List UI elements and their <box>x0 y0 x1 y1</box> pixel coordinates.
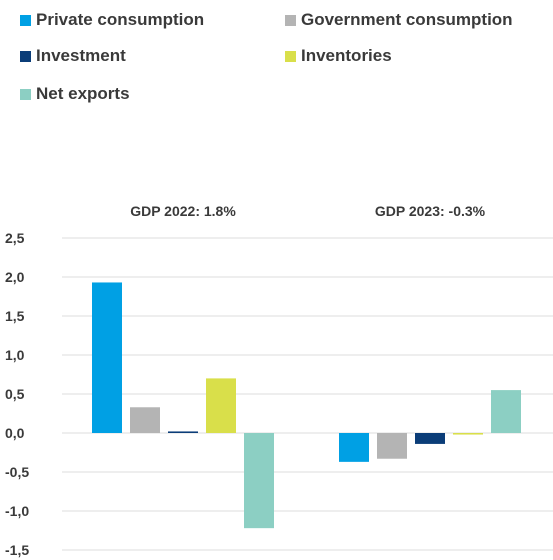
legend-swatch-private-consumption <box>20 14 31 26</box>
y-tick-label: -1,5 <box>5 542 29 558</box>
group-label-2: GDP 2023: -0.3% <box>375 203 486 219</box>
bar-inventories-2 <box>453 433 483 435</box>
bar-inventories-1 <box>206 378 236 433</box>
legend-label-private-consumption: Private consumption <box>36 10 205 29</box>
legend-label-government-consumption: Government consumption <box>301 10 513 29</box>
gridlines <box>62 237 553 551</box>
bar-private-2 <box>339 433 369 462</box>
y-tick-label: 0,5 <box>5 386 25 402</box>
bar-net-exports-1 <box>244 433 274 529</box>
legend-label-investment: Investment <box>36 46 126 65</box>
legend-item-government-consumption: Government consumption <box>285 10 513 30</box>
legend-label-net-exports: Net exports <box>36 84 130 103</box>
legend-item-net-exports: Net exports <box>20 84 130 104</box>
bar-government-2 <box>377 433 407 459</box>
group-label-1: GDP 2022: 1.8% <box>130 203 236 219</box>
y-tick-label: -0,5 <box>5 464 29 480</box>
legend-swatch-inventories <box>285 50 296 62</box>
legend-item-private-consumption: Private consumption <box>20 10 204 30</box>
legend-swatch-net-exports <box>20 88 31 100</box>
y-tick-label: 2,0 <box>5 269 25 285</box>
legend-item-investment: Investment <box>20 46 126 66</box>
y-tick-label: 1,0 <box>5 347 25 363</box>
bar-net-exports-2 <box>491 390 521 433</box>
y-tick-label: 2,5 <box>5 230 25 246</box>
group-labels: GDP 2022: 1.8% GDP 2023: -0.3% <box>130 203 485 219</box>
legend-label-inventories: Inventories <box>301 46 392 65</box>
y-tick-label: 0,0 <box>5 425 25 441</box>
bar-investment-2 <box>415 433 445 444</box>
legend: Private consumption Government consumpti… <box>0 0 553 110</box>
y-axis-ticks: 2,5 2,0 1,5 1,0 0,5 0,0 -0,5 -1,0 -1,5 <box>5 230 29 558</box>
legend-swatch-government-consumption <box>285 14 296 26</box>
y-tick-label: 1,5 <box>5 308 25 324</box>
bar-private-1 <box>92 282 122 433</box>
legend-item-inventories: Inventories <box>285 46 392 66</box>
y-tick-label: -1,0 <box>5 503 29 519</box>
bars <box>92 282 521 529</box>
bar-government-1 <box>130 407 160 433</box>
bar-investment-1 <box>168 431 198 433</box>
legend-swatch-investment <box>20 50 31 62</box>
